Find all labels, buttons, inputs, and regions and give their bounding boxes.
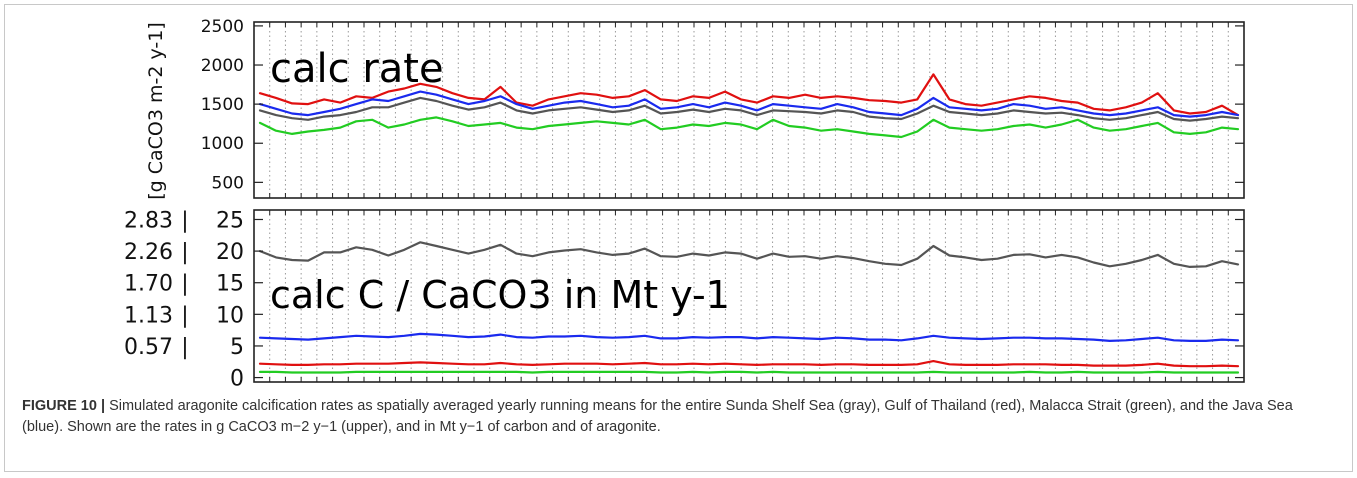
y-tick-label: 1000 xyxy=(201,134,244,154)
series-line-3 xyxy=(258,96,1240,122)
caption-text: Simulated aragonite calcification rates … xyxy=(22,398,1293,435)
figure-caption: FIGURE 10 | Simulated aragonite calcific… xyxy=(22,396,1332,438)
series-line-4 xyxy=(258,116,1240,139)
y-tick-label-left: 0.57 xyxy=(124,335,173,360)
series-line-1 xyxy=(258,241,1240,268)
y-tick-label-right: 5 xyxy=(230,335,244,360)
caption-label: FIGURE 10 | xyxy=(22,398,106,414)
y-tick-label-right: 10 xyxy=(216,303,244,328)
figure-frame xyxy=(4,4,1353,472)
y-tick-label-left: 1.13 xyxy=(124,303,173,328)
series-line-4 xyxy=(258,370,1240,374)
panel-2: 0 5 | 0.57 10 | 1.13 15 | 1.70 20 | 2.26 25 | 2.83 calc … xyxy=(124,208,1245,392)
panel-title: calc rate xyxy=(270,46,444,92)
panel-1: 500 1000 1500 2000 2500 calc rate [g CaCO3 m-2… xyxy=(145,17,1245,200)
y-tick-label-right: 25 xyxy=(216,208,244,233)
y-tick-label-left: 2.26 xyxy=(124,240,173,265)
plot-frame xyxy=(253,21,1245,199)
y-tick-label-right: 20 xyxy=(216,240,244,265)
y-tick-label: 1500 xyxy=(201,95,244,115)
series-line-1 xyxy=(258,73,1240,117)
y-tick-label-left: 2.83 xyxy=(124,208,173,233)
y-tick-separator: | xyxy=(181,335,188,360)
y-tick-label: 2500 xyxy=(201,17,244,37)
figure-plot: 500 1000 1500 2000 2500 calc rate [g CaCO3 m-2… xyxy=(124,17,1245,392)
y-tick-label: 500 xyxy=(212,173,244,193)
y-tick-label: 2000 xyxy=(201,56,244,76)
series-line-3 xyxy=(258,360,1240,368)
panel-title: calc C / CaCO3 in Mt y-1 xyxy=(270,273,730,317)
y-tick-label-right: 15 xyxy=(216,272,244,297)
y-tick-separator: | xyxy=(181,303,188,328)
y-tick-label-left: 1.70 xyxy=(124,272,173,297)
y-tick-separator: | xyxy=(181,208,188,233)
y-axis-label: [g CaCO3 m-2 y-1] xyxy=(145,22,167,200)
y-tick-separator: | xyxy=(181,272,188,297)
series-line-2 xyxy=(258,90,1240,118)
y-tick-separator: | xyxy=(181,240,188,265)
plot-frame xyxy=(253,209,1245,383)
series-line-2 xyxy=(258,332,1240,342)
y-tick-label-right: 0 xyxy=(230,367,244,392)
